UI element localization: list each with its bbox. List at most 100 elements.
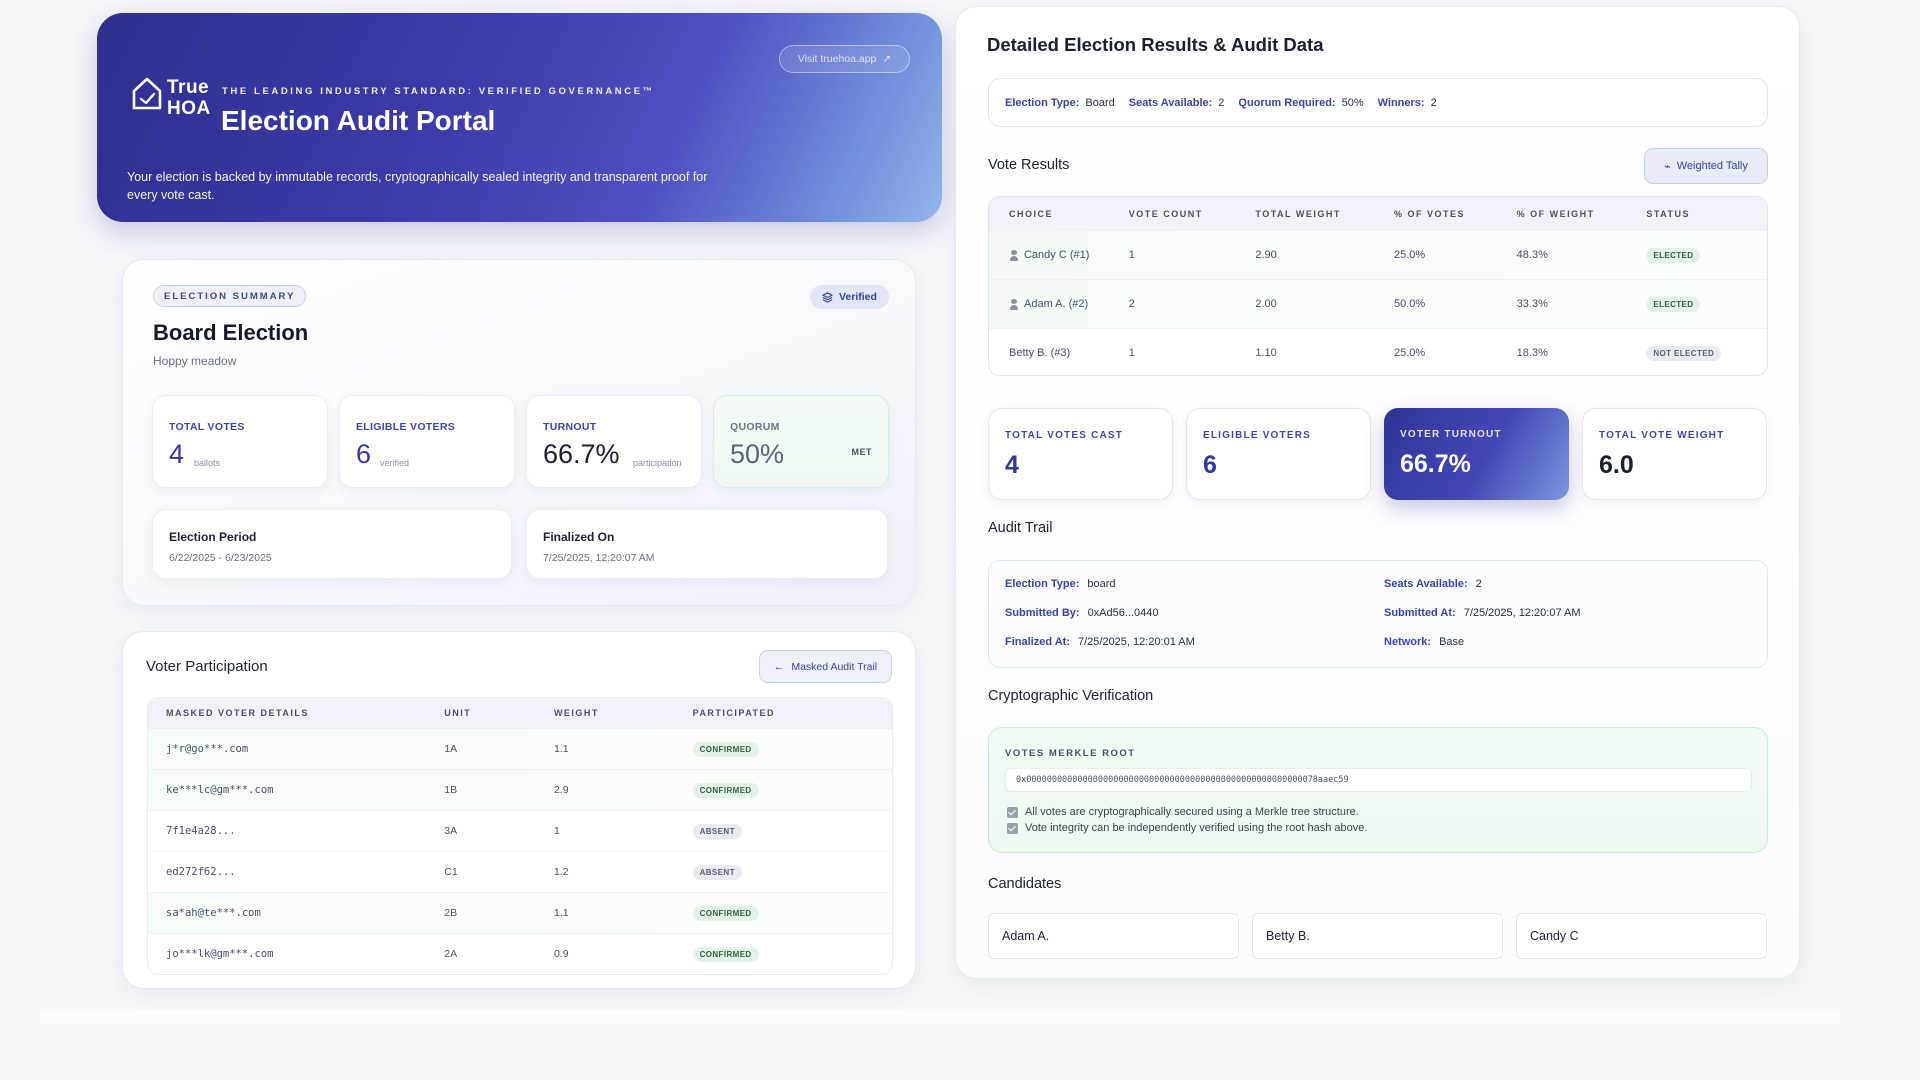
check-text: Vote integrity can be independently veri… [1025, 822, 1368, 834]
weight-cell: 2.90 [1255, 249, 1277, 261]
person-icon [1009, 298, 1019, 310]
choice-cell: Betty B. (#3) [1009, 347, 1071, 359]
weight-cell: 1.1 [553, 907, 569, 919]
button-label: Masked Audit Trail [791, 660, 878, 673]
column-header: MASKED VOTER DETAILS [166, 708, 309, 718]
election-period-card: Election Period 6/22/2025 - 6/23/2025 [152, 509, 512, 579]
stat-total-votes: TOTAL VOTES 4 ballots [152, 395, 328, 488]
table-header: CHOICE VOTE COUNT TOTAL WEIGHT % OF VOTE… [989, 197, 1767, 230]
voter-cell: ed272f62... [166, 866, 236, 878]
info-key: Election Type: [1005, 96, 1080, 109]
election-period-value: 6/22/2025 - 6/23/2025 [169, 552, 272, 564]
merkle-root-label: VOTES MERKLE ROOT [1005, 748, 1136, 759]
audit-finalized-at: Finalized At: 7/25/2025, 12:20:01 AM [1005, 636, 1195, 648]
logo-line2: HOA [167, 98, 211, 119]
house-icon [132, 77, 162, 110]
table-header: MASKED VOTER DETAILS UNIT WEIGHT PARTICI… [148, 698, 892, 728]
voter-participation-card: Voter Participation ← Masked Audit Trail… [122, 631, 916, 989]
finalized-on-card: Finalized On 7/25/2025, 12:20:07 AM [526, 509, 888, 579]
column-header: PARTICIPATED [692, 708, 776, 718]
audit-key: Election Type: [1005, 578, 1080, 590]
visit-site-button[interactable]: Visit truehoa.app ↗ [779, 45, 910, 73]
pct-weight-cell: 33.3% [1516, 298, 1548, 310]
merkle-root-hash[interactable]: 0x00000000000000000000000000000000000000… [1005, 768, 1752, 792]
weight-cell: 2.00 [1255, 298, 1277, 310]
vote-results-title: Vote Results [988, 157, 1070, 173]
voter-cell: ke***lc@gm***.com [166, 784, 274, 796]
stat-value: 6 [356, 439, 372, 469]
kpi-label: TOTAL VOTE WEIGHT [1599, 430, 1725, 441]
weight-cell: 0.9 [553, 948, 569, 960]
kpi-value: 66.7% [1400, 450, 1471, 478]
info-key: Seats Available: [1128, 96, 1213, 109]
kpi-value: 6.0 [1599, 451, 1634, 479]
person-icon [1009, 249, 1019, 261]
layers-icon [822, 291, 833, 303]
stat-turnout: TURNOUT 66.7% participation [526, 395, 702, 488]
unit-cell: 3A [444, 825, 458, 837]
table-row: jo***lk@gm***.com 2A 0.9 CONFIRMED [148, 933, 892, 974]
info-value: Board [1085, 96, 1115, 109]
stat-eligible-voters: ELIGIBLE VOTERS 6 verified [339, 395, 515, 488]
audit-key: Submitted At: [1384, 607, 1456, 619]
finalized-on-value: 7/25/2025, 12:20:07 AM [543, 552, 655, 564]
visit-label: Visit truehoa.app [797, 53, 877, 65]
column-header: WEIGHT [553, 708, 599, 718]
status-badge: CONFIRMED [692, 905, 759, 921]
table-row: j*r@go***.com 1A 1.1 CONFIRMED [148, 728, 892, 769]
column-header: % OF WEIGHT [1516, 208, 1595, 219]
kpi-eligible-voters: ELIGIBLE VOTERS 6 [1186, 408, 1371, 500]
kpi-label: ELIGIBLE VOTERS [1203, 430, 1312, 441]
count-cell: 1 [1128, 249, 1135, 261]
table-row: ke***lc@gm***.com 1B 2.9 CONFIRMED [148, 769, 892, 810]
page-footer-area [40, 1010, 1840, 1080]
stat-quorum: QUORUM 50% MET [713, 395, 889, 488]
audit-submitted-by: Submitted By: 0xAd56...0440 [1005, 607, 1159, 619]
info-key: Winners: [1377, 96, 1425, 109]
audit-value: 7/25/2025, 12:20:01 AM [1077, 636, 1195, 648]
stat-unit: verified [380, 458, 410, 468]
election-results-panel: Detailed Election Results & Audit Data E… [955, 6, 1800, 979]
pct-votes-cell: 25.0% [1394, 347, 1426, 359]
column-header: TOTAL WEIGHT [1255, 208, 1341, 219]
audit-key: Finalized At: [1005, 636, 1070, 648]
pct-votes-cell: 25.0% [1394, 249, 1426, 261]
status-badge: CONFIRMED [692, 741, 759, 757]
audit-value: board [1087, 578, 1116, 590]
finalized-on-label: Finalized On [543, 530, 615, 544]
status-badge: ELECTED [1646, 296, 1701, 312]
stat-label: QUORUM [730, 421, 780, 433]
hero-kicker: THE LEADING INDUSTRY STANDARD: VERIFIED … [222, 86, 655, 97]
weight-cell: 1.2 [553, 866, 569, 878]
audit-network: Network: Base [1384, 636, 1464, 648]
kpi-total-vote-weight: TOTAL VOTE WEIGHT 6.0 [1582, 408, 1767, 500]
masked-audit-trail-button[interactable]: ← Masked Audit Trail [759, 650, 892, 683]
arrow-left-icon: ← [773, 660, 785, 673]
audit-submitted-at: Submitted At: 7/25/2025, 12:20:07 AM [1384, 607, 1581, 619]
column-header: VOTE COUNT [1128, 208, 1203, 219]
quorum-met-indicator: MET [851, 447, 872, 457]
kpi-total-votes-cast: TOTAL VOTES CAST 4 [988, 408, 1173, 500]
verified-badge: Verified [810, 285, 889, 309]
page-title: Election Audit Portal [221, 105, 496, 136]
info-value: 50% [1341, 96, 1364, 109]
status-badge: ELECTED [1646, 247, 1701, 263]
stat-unit: ballots [194, 458, 221, 468]
count-cell: 2 [1128, 298, 1135, 310]
stat-value: 66.7% [543, 439, 620, 469]
check-text: All votes are cryptographically secured … [1025, 806, 1359, 818]
verified-label: Verified [839, 291, 877, 303]
weighted-tally-button[interactable]: ⌁ Weighted Tally [1644, 148, 1768, 184]
merkle-root-box: VOTES MERKLE ROOT 0x00000000000000000000… [988, 727, 1768, 853]
participation-table: MASKED VOTER DETAILS UNIT WEIGHT PARTICI… [147, 697, 893, 975]
unit-cell: C1 [444, 866, 458, 878]
truehoa-logo: True HOA [131, 73, 221, 129]
kpi-label: VOTER TURNOUT [1400, 429, 1502, 440]
status-badge: NOT ELECTED [1646, 345, 1722, 361]
status-badge: CONFIRMED [692, 782, 759, 798]
kpi-label: TOTAL VOTES CAST [1005, 430, 1124, 441]
audit-value: Base [1439, 636, 1465, 648]
choice-cell: Adam A. (#2) [1024, 298, 1089, 310]
audit-key: Network: [1384, 636, 1432, 648]
table-row: Adam A. (#2) 2 2.00 50.0% 33.3% ELECTED [989, 279, 1767, 328]
